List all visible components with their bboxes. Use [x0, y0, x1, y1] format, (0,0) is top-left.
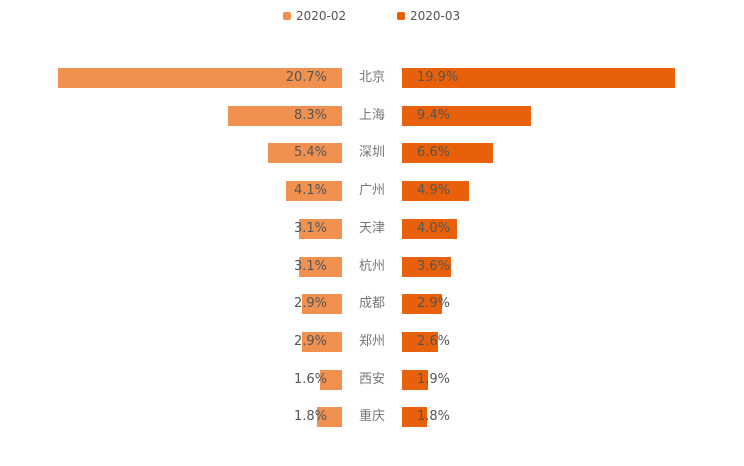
bar-2020-03-6[interactable]	[402, 294, 442, 314]
bar-2020-02-3[interactable]	[285, 181, 342, 201]
bar-2020-02-1[interactable]	[228, 106, 342, 126]
category-label-1: 上海	[358, 108, 385, 123]
bar-2020-03-1[interactable]	[402, 106, 531, 126]
bar-2020-02-8[interactable]	[320, 370, 342, 390]
legend-swatch-2020-03	[397, 12, 405, 20]
value-label-2020-03-0: 19.9%	[417, 70, 459, 85]
bar-2020-03-9[interactable]	[402, 407, 427, 427]
bar-2020-03-0[interactable]	[402, 68, 676, 88]
bar-2020-03-4[interactable]	[402, 219, 457, 239]
category-label-6: 成都	[358, 296, 385, 311]
bar-2020-02-2[interactable]	[267, 143, 342, 163]
bar-2020-02-0[interactable]	[58, 68, 342, 88]
legend-label-2020-03: 2020-03	[410, 9, 461, 23]
bar-2020-03-7[interactable]	[402, 332, 438, 352]
value-label-2020-02-4: 3.1%	[293, 221, 327, 236]
value-label-2020-02-6: 2.9%	[293, 296, 327, 311]
legend-item-2020-03[interactable]: 2020-03	[397, 6, 460, 26]
legend-label-2020-02: 2020-02	[296, 9, 347, 23]
bar-2020-03-8[interactable]	[402, 370, 429, 390]
value-label-2020-03-4: 4.0%	[417, 221, 451, 236]
bar-2020-03-3[interactable]	[402, 181, 470, 201]
bar-2020-02-6[interactable]	[302, 294, 342, 314]
category-label-5: 杭州	[358, 259, 385, 274]
category-label-3: 广州	[358, 183, 385, 198]
value-label-2020-02-7: 2.9%	[293, 334, 327, 349]
value-label-2020-03-5: 3.6%	[417, 259, 451, 274]
value-label-2020-02-9: 1.8%	[293, 409, 327, 424]
value-label-2020-02-5: 3.1%	[293, 259, 327, 274]
category-label-9: 重庆	[358, 409, 385, 424]
bar-2020-02-5[interactable]	[299, 257, 342, 277]
bar-2020-02-4[interactable]	[299, 219, 342, 239]
bar-2020-02-9[interactable]	[317, 407, 342, 427]
bar-2020-03-2[interactable]	[402, 143, 493, 163]
value-label-2020-02-8: 1.6%	[293, 372, 327, 387]
value-label-2020-03-2: 6.6%	[417, 145, 451, 160]
value-label-2020-02-3: 4.1%	[293, 183, 327, 198]
bar-2020-02-7[interactable]	[302, 332, 342, 352]
category-label-0: 北京	[358, 70, 385, 85]
legend-item-2020-02[interactable]: 2020-02	[283, 6, 346, 26]
value-label-2020-03-9: 1.8%	[417, 409, 451, 424]
value-label-2020-03-6: 2.9%	[417, 296, 451, 311]
value-label-2020-03-7: 2.6%	[417, 334, 451, 349]
value-label-2020-03-1: 9.4%	[417, 108, 451, 123]
value-label-2020-02-2: 5.4%	[293, 145, 327, 160]
category-label-7: 郑州	[358, 334, 385, 349]
bar-2020-03-5[interactable]	[402, 257, 452, 277]
legend-swatch-2020-02	[283, 12, 291, 20]
legend: 2020-02 2020-03	[0, 6, 744, 26]
value-label-2020-03-3: 4.9%	[417, 183, 451, 198]
category-label-4: 天津	[358, 221, 385, 236]
value-label-2020-02-1: 8.3%	[293, 108, 327, 123]
value-label-2020-03-8: 1.9%	[417, 372, 451, 387]
category-label-2: 深圳	[358, 145, 385, 160]
value-label-2020-02-0: 20.7%	[285, 70, 327, 85]
category-label-8: 西安	[358, 372, 385, 387]
